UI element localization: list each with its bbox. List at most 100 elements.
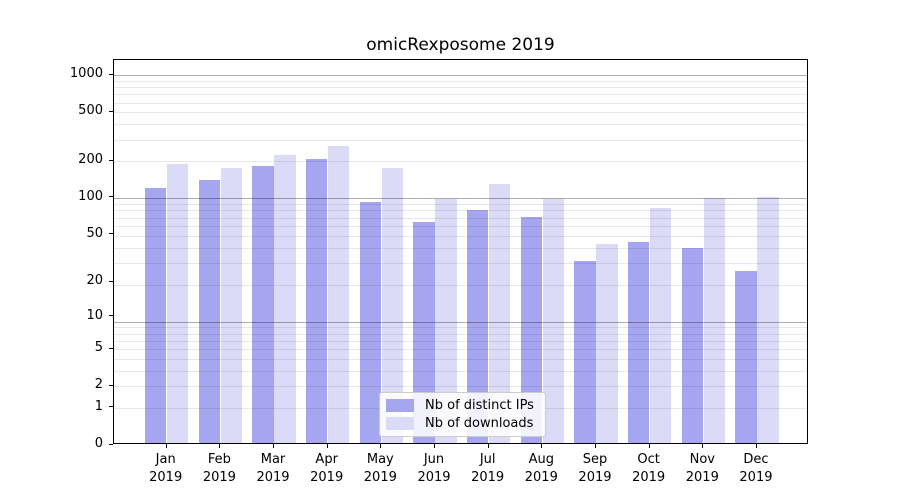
legend-item-distinct-ips: Nb of distinct IPs	[386, 398, 539, 413]
bar-distinct-ips-may	[359, 201, 382, 443]
minor-gridline	[114, 284, 807, 286]
x-tick-mark	[273, 444, 275, 448]
bar-distinct-ips-jul	[467, 210, 489, 443]
y-tick-label: 0	[94, 436, 103, 451]
y-tick-mark	[109, 280, 113, 282]
x-tick-label: May 2019	[363, 452, 397, 485]
chart-title: omicRexposome 2019	[366, 35, 555, 55]
bar-downloads-jul	[488, 183, 511, 443]
bars-layer	[114, 60, 807, 443]
minor-gridline	[114, 124, 807, 126]
bar-downloads-aug	[542, 198, 564, 443]
bar-downloads-jan	[166, 164, 189, 443]
bar-distinct-ips-oct	[628, 241, 650, 443]
x-tick-label: Nov 2019	[685, 452, 719, 485]
bar-downloads-jun	[435, 199, 457, 443]
y-tick-mark	[109, 347, 113, 349]
legend-swatch-distinct-ips-icon	[386, 399, 414, 413]
minor-gridline	[114, 333, 807, 335]
bar-distinct-ips-aug	[520, 217, 543, 443]
minor-gridline	[114, 217, 807, 219]
x-tick-label: Feb 2019	[202, 452, 236, 485]
y-tick-mark	[109, 233, 113, 234]
x-tick-mark	[487, 444, 489, 448]
grid-layer	[114, 60, 807, 443]
major-gridline	[114, 75, 807, 77]
minor-gridline	[114, 210, 807, 212]
x-tick-label: Jan 2019	[149, 452, 183, 485]
y-tick-label: 20	[86, 273, 103, 288]
minor-gridline	[114, 370, 807, 372]
major-gridline	[114, 321, 807, 323]
x-tick-label: Mar 2019	[256, 452, 290, 485]
plot-area: Nb of distinct IPs Nb of downloads	[113, 59, 808, 444]
y-tick-label: 5	[94, 340, 103, 356]
y-tick-mark	[109, 315, 113, 317]
y-tick-label: 200	[78, 152, 103, 167]
y-tick-mark	[109, 159, 113, 161]
bar-distinct-ips-jun	[413, 222, 435, 443]
legend: Nb of distinct IPs Nb of downloads	[379, 392, 546, 437]
x-tick-label: Jun 2019	[417, 452, 451, 485]
bar-downloads-apr	[327, 146, 350, 443]
minor-gridline	[114, 102, 807, 104]
bar-distinct-ips-mar	[252, 165, 274, 443]
bar-distinct-ips-dec	[735, 270, 757, 443]
x-tick-mark	[219, 444, 221, 448]
x-tick-label: Oct 2019	[632, 452, 666, 485]
minor-gridline	[114, 94, 807, 96]
legend-label-downloads: Nb of downloads	[425, 415, 534, 431]
x-tick-label: Sep 2019	[578, 452, 612, 485]
bar-distinct-ips-jan	[145, 188, 167, 443]
y-tick-label: 10	[86, 307, 103, 323]
minor-gridline	[114, 358, 807, 360]
bar-downloads-may	[381, 167, 403, 443]
x-tick-mark	[648, 444, 650, 448]
x-tick-mark	[755, 444, 757, 448]
legend-label-distinct-ips: Nb of distinct IPs	[425, 398, 534, 414]
bar-downloads-feb	[220, 168, 242, 443]
bar-downloads-dec	[757, 196, 779, 443]
minor-gridline	[114, 139, 807, 141]
y-tick-label: 100	[78, 188, 103, 204]
x-tick-mark	[594, 444, 596, 448]
x-tick-mark	[434, 444, 435, 448]
y-tick-mark	[109, 384, 113, 386]
y-tick-mark	[109, 406, 113, 408]
y-tick-mark	[109, 110, 113, 112]
x-tick-mark	[702, 444, 704, 448]
x-tick-mark	[326, 444, 328, 448]
minor-gridline	[114, 87, 807, 89]
legend-item-downloads: Nb of downloads	[386, 416, 539, 431]
minor-gridline	[114, 204, 807, 205]
y-tick-label: 1	[94, 398, 103, 414]
bar-distinct-ips-feb	[198, 179, 221, 443]
y-tick-label: 2	[94, 377, 103, 393]
y-tick-mark	[109, 443, 113, 445]
bar-distinct-ips-sep	[574, 260, 596, 443]
bar-downloads-sep	[596, 244, 618, 443]
minor-gridline	[114, 161, 807, 163]
minor-gridline	[114, 386, 807, 388]
x-tick-label: Aug 2019	[524, 452, 558, 485]
minor-gridline	[114, 225, 807, 227]
bar-distinct-ips-apr	[306, 159, 328, 443]
minor-gridline	[114, 327, 807, 329]
x-tick-label: Jul 2019	[471, 452, 505, 485]
minor-gridline	[114, 349, 807, 351]
bar-downloads-nov	[703, 198, 725, 443]
y-tick-label: 1000	[69, 66, 103, 82]
y-tick-mark	[109, 196, 113, 198]
minor-gridline	[114, 80, 807, 82]
legend-swatch-downloads-icon	[386, 416, 414, 430]
y-tick-label: 50	[86, 225, 103, 241]
major-gridline	[114, 198, 807, 200]
y-tick-mark	[109, 73, 113, 75]
bar-downloads-mar	[274, 154, 296, 443]
minor-gridline	[114, 262, 807, 264]
x-tick-label: Apr 2019	[310, 452, 344, 485]
minor-gridline	[114, 112, 807, 114]
minor-gridline	[114, 235, 807, 237]
minor-gridline	[114, 247, 807, 249]
